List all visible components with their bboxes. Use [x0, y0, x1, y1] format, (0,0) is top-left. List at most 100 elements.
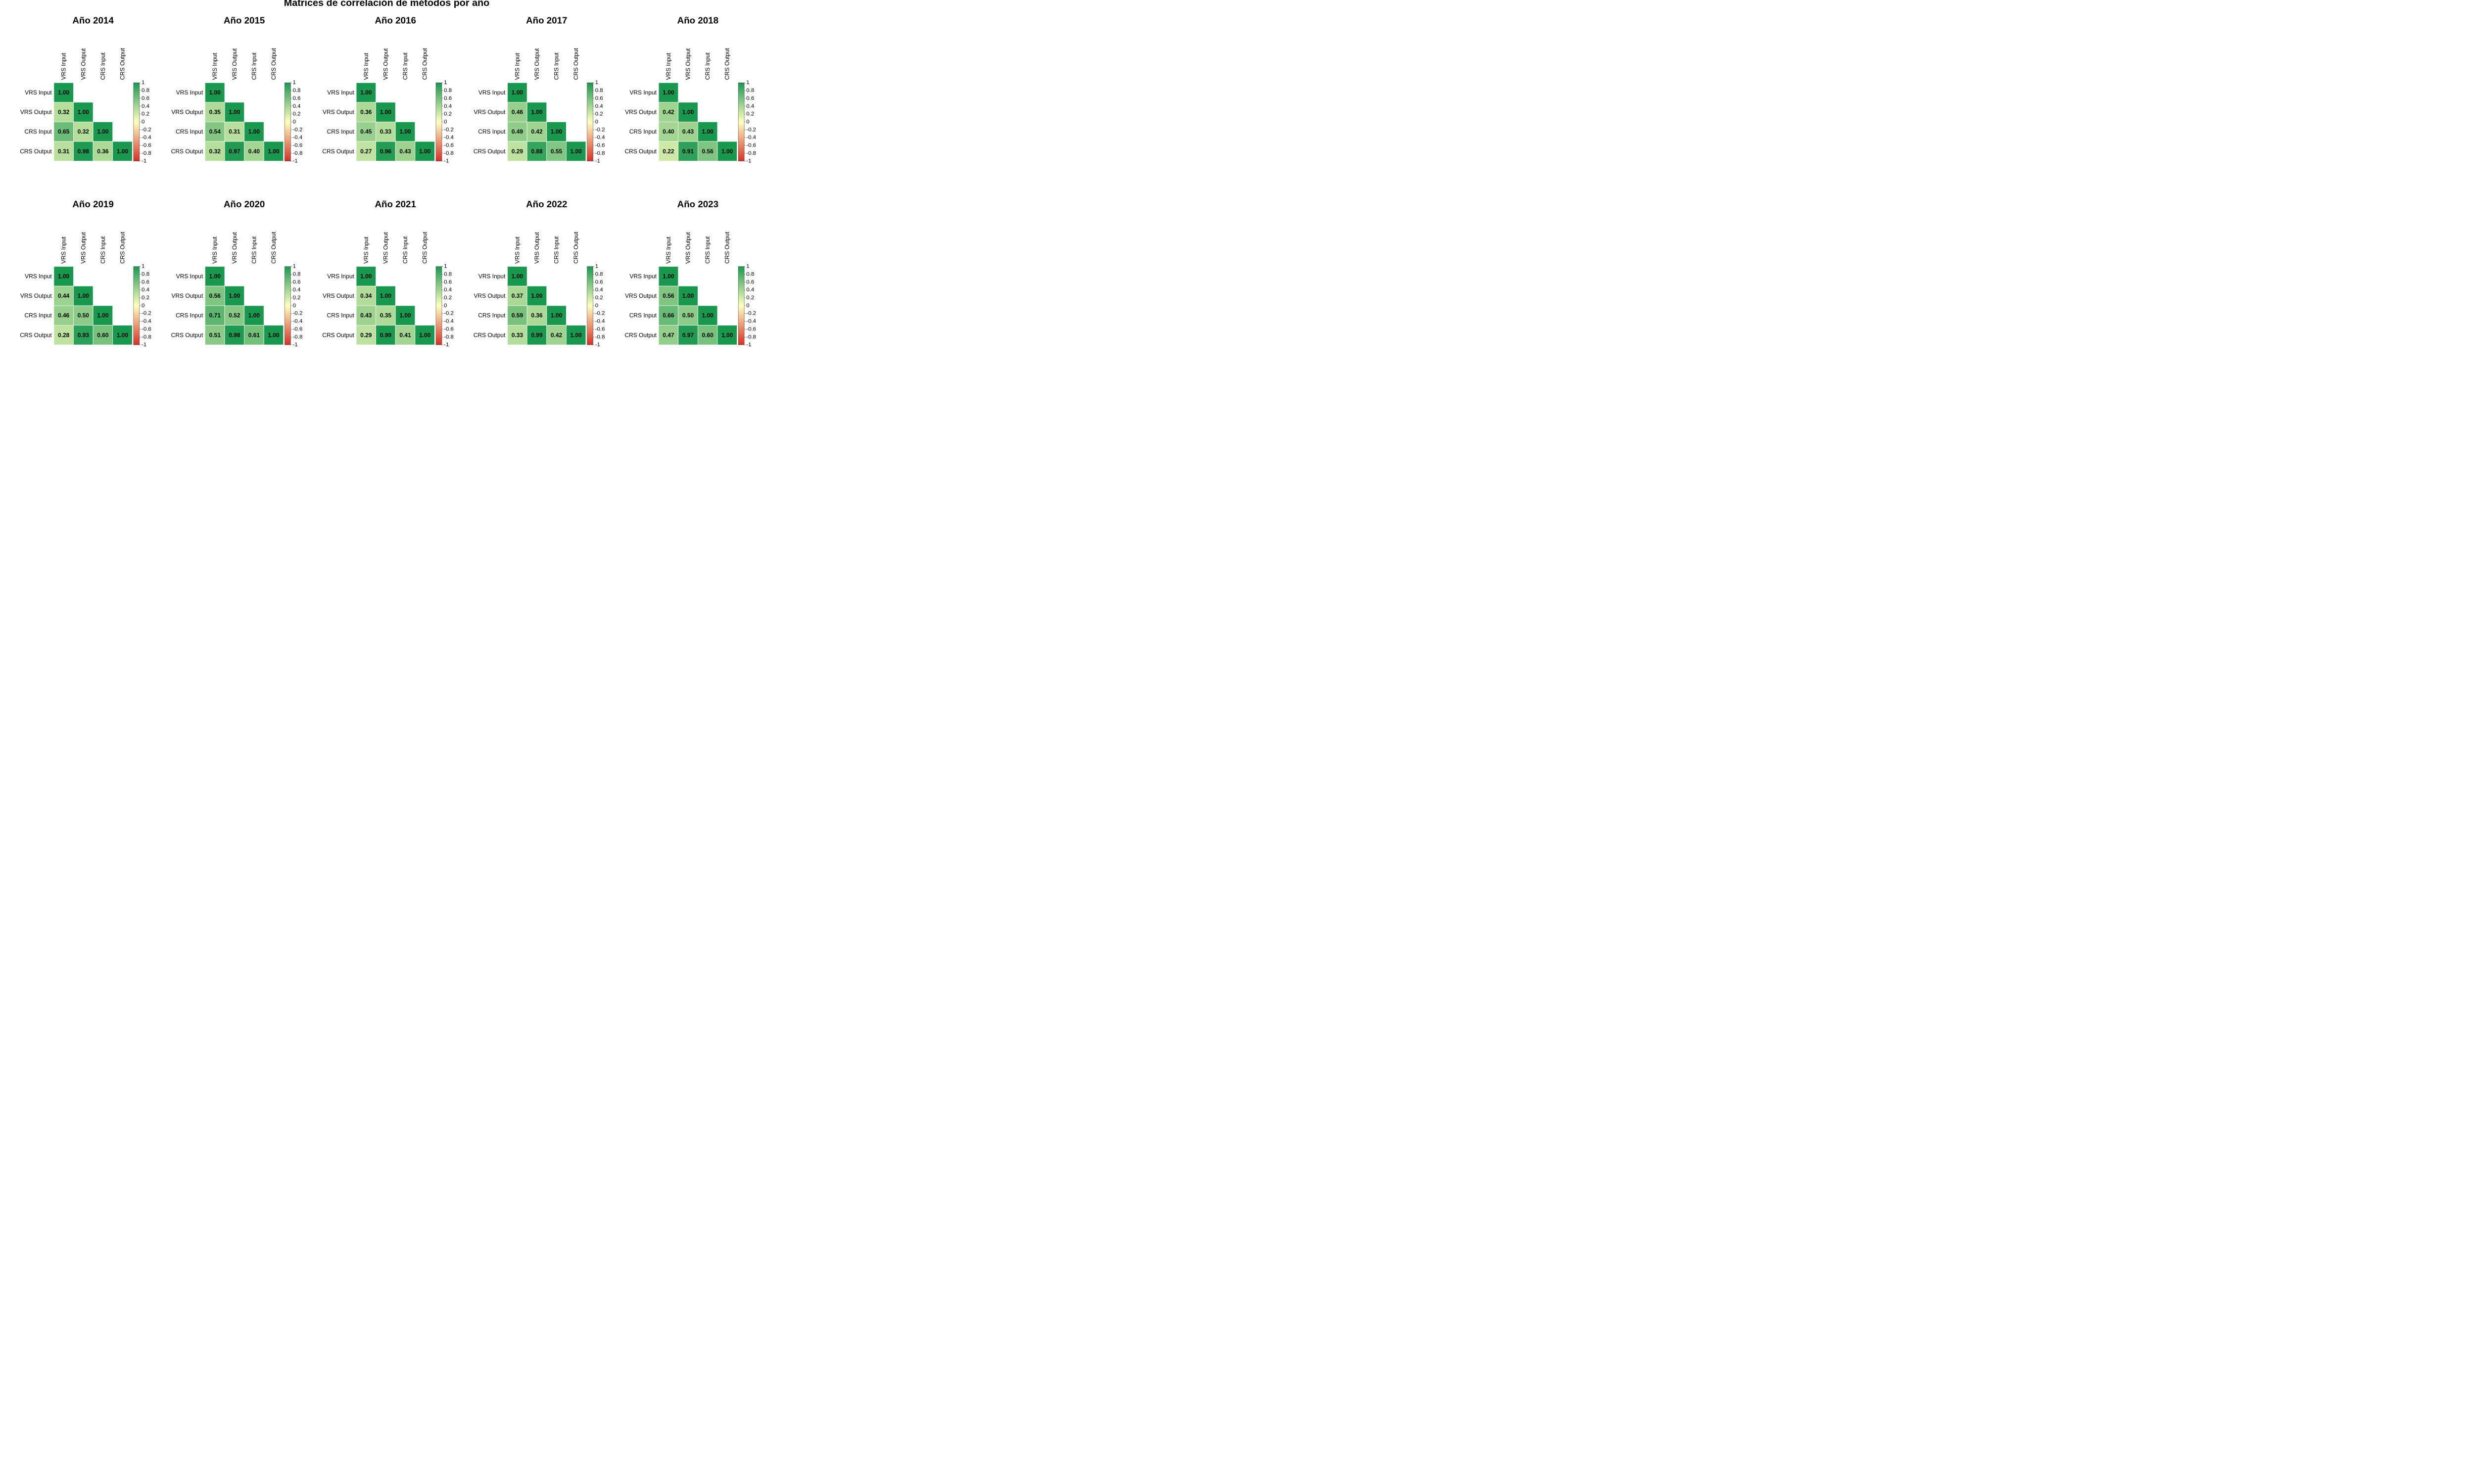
colorbar-tick-label: 1 — [444, 264, 447, 270]
colorbar-tick-label: 0.8 — [293, 272, 301, 278]
colorbar-tick-label: -1 — [142, 342, 146, 348]
column-label: CRS Output — [572, 47, 579, 80]
cell-value-label: 0.65 — [58, 128, 70, 135]
colorbar-tick-label: -0.8 — [142, 150, 151, 156]
heatmap-cell — [658, 122, 679, 142]
cell-value-label: 1.00 — [551, 128, 563, 135]
column-label: CRS Output — [724, 47, 731, 80]
heatmap-cell — [93, 305, 113, 325]
column-label: CRS Input — [402, 236, 409, 264]
row-label: CRS Output — [20, 331, 52, 338]
colorbar — [738, 266, 745, 345]
colorbar-tick-label: -0.8 — [142, 334, 151, 340]
heatmap-cell — [566, 325, 586, 345]
row-label: VRS Input — [629, 273, 657, 280]
colorbar-tick-label: 0.2 — [595, 295, 603, 301]
heatmap-cell — [93, 325, 113, 345]
cell-value-label: 1.00 — [360, 89, 372, 96]
heatmap-cell — [205, 122, 225, 142]
colorbar-tick-label: 1 — [746, 264, 749, 270]
row-label: CRS Input — [327, 128, 355, 135]
heatmap-cell — [697, 325, 718, 345]
heatmap-cell — [678, 285, 698, 306]
row-label: CRS Output — [20, 148, 52, 155]
colorbar-tick-label: 0.2 — [444, 295, 452, 301]
colorbar-tick-label: -0.6 — [293, 142, 303, 148]
colorbar — [285, 266, 291, 345]
colorbar-tick-label: 0.4 — [595, 287, 604, 293]
column-label: VRS Input — [665, 236, 672, 264]
colorbar-tick-label: 0.4 — [595, 103, 604, 109]
column-label: CRS Input — [553, 52, 560, 80]
heatmap-cell — [415, 141, 435, 162]
colorbar — [133, 266, 140, 345]
colorbar — [435, 82, 442, 161]
colorbar-tick-label: 0 — [142, 303, 144, 309]
column-label: VRS Input — [665, 52, 672, 80]
cell-value-label: 0.37 — [512, 292, 523, 299]
colorbar-tick-label: 0.6 — [595, 95, 603, 101]
colorbar-tick-label: 0.8 — [444, 272, 452, 278]
column-label: CRS Output — [119, 232, 126, 264]
colorbar-tick-label: -0.6 — [142, 142, 151, 148]
column-label: VRS Input — [514, 236, 521, 264]
row-label: VRS Input — [327, 89, 354, 96]
cell-value-label: 1.00 — [380, 109, 392, 116]
cell-value-label: 1.00 — [209, 273, 221, 280]
row-label: VRS Output — [474, 292, 506, 299]
cell-value-label: 0.98 — [78, 148, 90, 155]
colorbar-tick-label: -0.2 — [444, 127, 454, 133]
colorbar-tick-label: 0.2 — [142, 295, 149, 301]
cell-value-label: 1.00 — [248, 312, 260, 319]
colorbar-tick-label: 0 — [444, 119, 447, 125]
correlation-figure: Matrices de correlación de métodos por a… — [20, 0, 756, 348]
colorbar-tick-label: 1 — [142, 80, 144, 86]
column-label: CRS Output — [119, 47, 126, 80]
cell-value-label: 1.00 — [512, 273, 523, 280]
colorbar-tick-label: 1 — [293, 264, 296, 270]
colorbar-tick-label: 0.2 — [595, 111, 603, 117]
cell-value-label: 0.99 — [380, 331, 392, 338]
cell-value-label: 0.93 — [78, 331, 90, 338]
panel-title: Año 2022 — [526, 199, 567, 209]
colorbar-tick-label: 0 — [444, 303, 447, 309]
colorbar-tick-label: 0 — [595, 303, 598, 309]
colorbar-tick-label: 0.2 — [746, 111, 754, 117]
cell-value-label: 0.22 — [663, 148, 674, 155]
cell-value-label: 0.51 — [209, 331, 221, 338]
heatmap-cell — [263, 325, 284, 345]
heatmap-cell — [717, 141, 737, 162]
cell-value-label: 0.33 — [512, 331, 523, 338]
heatmap-cell — [224, 122, 245, 142]
heatmap-panel: Año 2015 VRS Input VRS Output CRS Input CRS … — [171, 15, 303, 164]
heatmap-cell — [546, 325, 567, 345]
heatmap-cell — [376, 325, 396, 345]
cell-value-label: 1.00 — [419, 331, 431, 338]
colorbar-tick-label: -0.2 — [595, 127, 605, 133]
row-label: CRS Input — [176, 312, 203, 319]
cell-value-label: 1.00 — [571, 148, 582, 155]
colorbar-tick-label: -0.4 — [142, 319, 151, 325]
colorbar-tick-label: -1 — [746, 342, 751, 348]
colorbar — [587, 266, 593, 345]
colorbar-tick-label: -0.2 — [595, 311, 605, 317]
cell-value-label: 0.40 — [663, 128, 674, 135]
cell-value-label: 0.50 — [682, 312, 694, 319]
colorbar-tick-label: -0.6 — [746, 142, 756, 148]
colorbar-tick-label: 0.6 — [746, 279, 754, 285]
colorbar-tick-label: -1 — [444, 158, 449, 164]
row-label: VRS Output — [171, 109, 203, 116]
heatmap-cell — [697, 122, 718, 142]
colorbar-tick-label: 0 — [746, 303, 749, 309]
column-label: VRS Input — [514, 52, 521, 80]
cell-value-label: 0.88 — [531, 148, 543, 155]
heatmap-cell — [73, 102, 94, 122]
heatmap-cell — [526, 122, 547, 142]
heatmap-cell — [356, 266, 377, 286]
colorbar-tick-label: -1 — [293, 158, 298, 164]
heatmap-panel: Año 2020 VRS Input VRS Output CRS Input CRS … — [171, 199, 303, 348]
colorbar-tick-label: 0.6 — [293, 279, 301, 285]
colorbar-tick-label: 1 — [444, 80, 447, 86]
heatmap-cell — [244, 122, 264, 142]
row-label: VRS Input — [478, 89, 506, 96]
